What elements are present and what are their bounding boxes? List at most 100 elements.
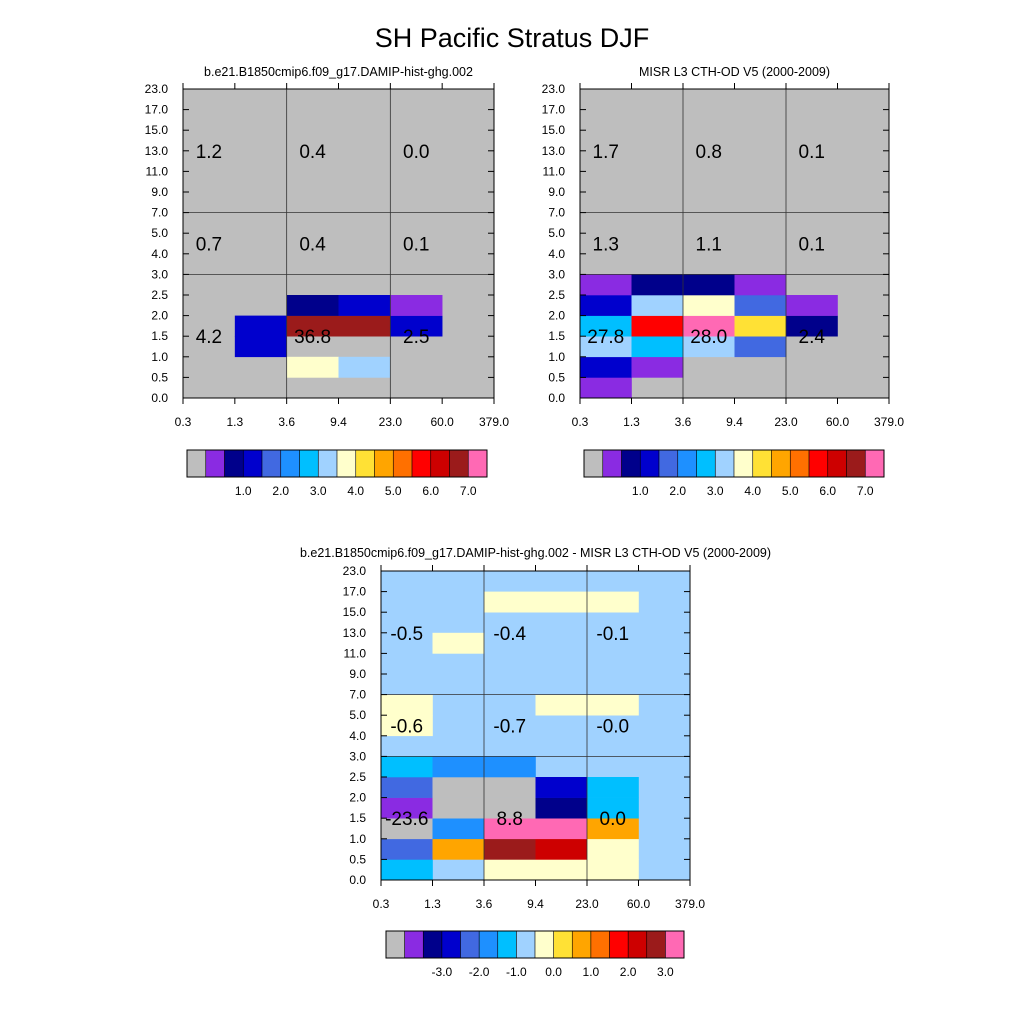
y-tick-label: 4.0 — [151, 247, 168, 261]
heatmap-cell — [432, 797, 485, 819]
heatmap-cell — [381, 859, 433, 881]
total-label: 8.8 — [497, 809, 523, 830]
colorbar-swatch — [374, 449, 394, 478]
colorbar-swatch — [242, 449, 263, 478]
total-label: 1.2 — [196, 142, 222, 163]
y-tick-label: 9.0 — [349, 667, 366, 681]
y-tick-label: 17.0 — [542, 103, 566, 117]
heatmap-cell — [381, 756, 433, 778]
total-label: 4.2 — [196, 327, 222, 348]
heatmap-cell — [484, 818, 536, 840]
colorbar-swatch — [583, 449, 604, 478]
colorbar-swatch — [571, 930, 592, 959]
y-tick-label: 1.5 — [151, 329, 168, 343]
colorbar-swatch — [460, 930, 480, 959]
heatmap-cell — [286, 356, 339, 378]
total-label: 2.5 — [403, 327, 429, 348]
colorbar-swatch — [789, 449, 810, 478]
heatmap-cell — [390, 295, 443, 316]
total-label: 1.7 — [593, 142, 619, 163]
heatmap-cell — [587, 838, 639, 860]
total-label: 1.3 — [593, 235, 619, 256]
heatmap-cell — [580, 356, 632, 378]
panel-1: 0.0 0.5 1.0 1.5 2.0 2.5 3.0 4.0 5.0 7.0 9.0 11.0 13.… — [145, 65, 510, 498]
colorbar-label: 3.0 — [707, 484, 724, 498]
colorbar-swatch — [658, 449, 679, 478]
y-tick-label: 3.0 — [151, 267, 168, 281]
colorbar-frame — [583, 449, 885, 478]
y-tick-label: 9.0 — [151, 185, 168, 199]
y-tick-label: 3.0 — [548, 267, 565, 281]
y-tick-label: 23.0 — [343, 564, 367, 578]
colorbar-label: 7.0 — [460, 484, 477, 498]
heatmap-cell — [631, 356, 684, 378]
total-label: 0.1 — [403, 235, 429, 256]
y-tick-label: 5.0 — [151, 226, 168, 240]
heatmap-cell — [338, 356, 391, 378]
total-label: 0.4 — [299, 142, 326, 163]
heatmap-cell — [631, 315, 684, 337]
y-tick-label: 2.0 — [548, 309, 565, 323]
colorbar-label: 4.0 — [347, 484, 364, 498]
heatmap-cell — [734, 336, 787, 358]
colorbar-label: 2.0 — [620, 965, 637, 979]
y-tick-label: 3.0 — [349, 749, 366, 763]
colorbar-swatch — [808, 449, 829, 478]
colorbar-label: 2.0 — [669, 484, 686, 498]
colorbar-swatch — [299, 449, 319, 478]
colorbar-label: -3.0 — [432, 965, 453, 979]
heatmap-cell — [786, 295, 838, 316]
heatmap-cell — [580, 315, 632, 337]
heatmap-cell — [535, 797, 588, 819]
x-tick-label: 379.0 — [874, 415, 904, 429]
total-label: 0.7 — [196, 235, 222, 256]
heatmap-cell — [535, 591, 588, 613]
heatmap-cell — [432, 777, 485, 798]
y-tick-label: 15.0 — [542, 123, 566, 137]
colorbar-label: 6.0 — [422, 484, 439, 498]
heatmap-cell — [683, 274, 735, 296]
colorbar-swatch — [516, 930, 536, 959]
colorbar-swatch — [733, 449, 754, 478]
heatmap-cell — [580, 336, 632, 358]
total-label: 0.4 — [299, 235, 326, 256]
y-tick-label: 23.0 — [542, 82, 566, 96]
heatmap-cell — [381, 838, 433, 860]
heatmap-cell — [381, 777, 433, 798]
colorbar-swatch — [261, 449, 282, 478]
colorbar-label: 0.0 — [545, 965, 562, 979]
total-label: -23.6 — [385, 809, 428, 830]
total-label: 0.8 — [696, 142, 722, 163]
heatmap-cell — [631, 274, 684, 296]
total-label: 2.4 — [799, 327, 826, 348]
colorbar-swatch — [677, 449, 698, 478]
heatmap-cell — [535, 818, 588, 840]
total-label: -0.5 — [390, 624, 423, 645]
colorbar-swatch — [553, 930, 573, 959]
x-tick-label: 60.0 — [430, 415, 454, 429]
heatmap-cell — [535, 859, 588, 881]
heatmap-cell — [432, 838, 485, 860]
heatmap-cell — [535, 777, 588, 798]
colorbar-swatch — [385, 930, 406, 959]
heatmap-cell — [432, 818, 485, 840]
total-label: -0.6 — [390, 717, 423, 738]
colorbar-swatch — [590, 930, 611, 959]
heatmap-cell — [683, 336, 735, 358]
total-label: 0.0 — [600, 809, 626, 830]
colorbar-swatch — [752, 449, 773, 478]
heatmap-cell — [535, 694, 588, 716]
colorbar-label: 3.0 — [310, 484, 327, 498]
x-tick-label: 9.4 — [527, 897, 544, 911]
x-tick-label: 3.6 — [476, 897, 493, 911]
colorbar-label: 5.0 — [385, 484, 402, 498]
x-tick-label: 1.3 — [424, 897, 441, 911]
total-label: 27.8 — [587, 327, 624, 348]
y-tick-label: 7.0 — [548, 206, 565, 220]
colorbar-swatch — [827, 449, 848, 478]
total-label: -0.1 — [596, 624, 629, 645]
y-tick-label: 23.0 — [145, 82, 169, 96]
y-tick-label: 11.0 — [344, 646, 367, 660]
y-tick-label: 0.5 — [151, 370, 168, 384]
